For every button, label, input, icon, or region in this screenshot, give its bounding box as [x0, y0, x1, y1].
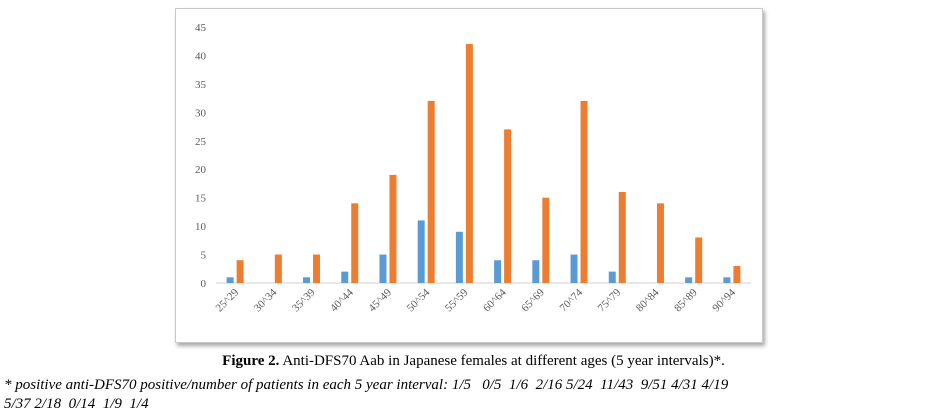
- bar-series2-35^39: [313, 254, 321, 283]
- x-tick-label: 30^34: [252, 286, 280, 314]
- bar-series2-90^94: [733, 265, 741, 283]
- x-tick-label: 50^54: [405, 286, 433, 314]
- bar-series1-40^44: [341, 271, 349, 283]
- y-tick-label: 30: [195, 107, 207, 119]
- bar-series2-30^34: [274, 254, 282, 283]
- y-tick-label: 45: [195, 22, 207, 34]
- figure-label: Figure 2.: [222, 353, 280, 369]
- bar-series1-75^79: [608, 271, 616, 283]
- y-tick-label: 20: [195, 164, 207, 176]
- x-tick-label: 80^84: [634, 286, 662, 314]
- bar-series2-75^79: [618, 191, 626, 283]
- bar-series2-80^84: [656, 203, 664, 283]
- bar-series1-60^64: [494, 260, 502, 283]
- x-tick-label: 40^44: [328, 286, 356, 314]
- figure-caption-text: Anti-DFS70 Aab in Japanese females at di…: [279, 353, 725, 369]
- x-tick-label: 25^29: [214, 286, 242, 314]
- bar-series2-60^64: [504, 129, 512, 283]
- bar-series2-25^29: [236, 260, 244, 283]
- y-tick-label: 5: [201, 250, 207, 262]
- x-tick-label: 55^59: [443, 286, 471, 314]
- x-tick-label: 75^79: [596, 286, 624, 314]
- figure-footnote: * positive anti-DFS70 positive/number of…: [4, 377, 729, 412]
- bar-series2-85^89: [695, 237, 703, 283]
- chart-frame: 0 5 10 15 20 25 30 35 40 45 25^29 30^34 35^39 40^44 45…: [175, 8, 763, 343]
- bar-series2-70^74: [580, 100, 588, 283]
- x-tick-label: 70^74: [557, 286, 585, 314]
- figure-caption: Figure 2. Anti-DFS70 Aab in Japanese fem…: [0, 353, 947, 370]
- bar-series2-55^59: [465, 44, 473, 283]
- bar-series1-85^89: [685, 277, 693, 283]
- y-tick-label: 40: [195, 50, 207, 62]
- bar-series1-55^59: [455, 231, 463, 283]
- x-tick-label: 90^94: [710, 286, 738, 314]
- bar-series2-40^44: [351, 203, 359, 283]
- y-tick-label: 10: [195, 221, 207, 233]
- y-tick-label: 25: [195, 136, 207, 148]
- bar-series1-45^49: [379, 254, 387, 283]
- bar-series1-70^74: [570, 254, 578, 283]
- bar-series1-90^94: [723, 277, 731, 283]
- y-tick-label: 35: [195, 79, 207, 91]
- bar-series1-35^39: [303, 277, 311, 283]
- y-tick-label: 15: [195, 193, 207, 205]
- x-tick-label: 60^64: [481, 286, 509, 314]
- bar-chart: 0 5 10 15 20 25 30 35 40 45 25^29 30^34 35^39 40^44 45…: [195, 22, 751, 314]
- y-tick-label: 0: [201, 278, 207, 290]
- bar-series2-65^69: [542, 197, 550, 283]
- bar-series1-50^54: [417, 220, 425, 283]
- bar-series2-45^49: [389, 174, 397, 283]
- x-tick-label: 45^49: [366, 286, 394, 314]
- bar-series1-25^29: [226, 277, 234, 283]
- x-tick-label: 65^69: [519, 286, 547, 314]
- x-tick-label: 35^39: [290, 286, 318, 314]
- bar-series1-65^69: [532, 260, 540, 283]
- x-tick-label: 85^89: [672, 286, 700, 314]
- bar-series2-50^54: [427, 100, 435, 283]
